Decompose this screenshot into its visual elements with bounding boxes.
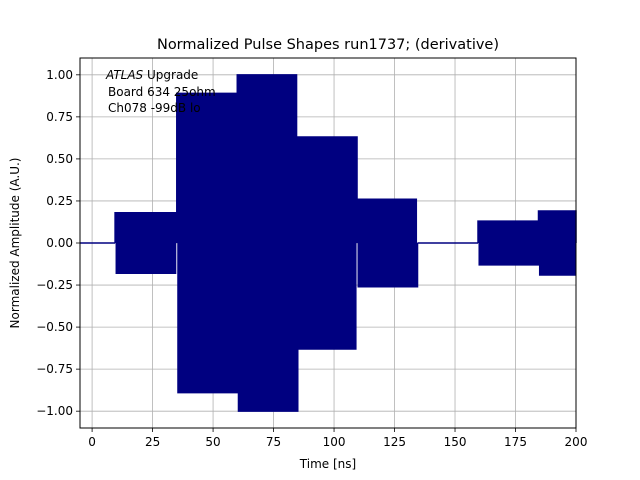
x-tick-label: 50 bbox=[205, 435, 220, 449]
y-tick-label: −0.50 bbox=[36, 320, 73, 334]
series-line-pulse bbox=[80, 74, 577, 412]
y-tick-label: 0.50 bbox=[46, 152, 73, 166]
annotation-line-2: Board 634 25ohm bbox=[108, 85, 216, 99]
x-tick-label: 0 bbox=[88, 435, 96, 449]
annotation-line-3: Ch078 -99dB lo bbox=[108, 101, 201, 115]
x-tick-label: 100 bbox=[323, 435, 346, 449]
x-tick-label: 200 bbox=[565, 435, 588, 449]
x-axis-label: Time [ns] bbox=[299, 457, 356, 471]
y-tick-label: −0.25 bbox=[36, 278, 73, 292]
y-axis-ticks: −1.00 −0.75 −0.50 −0.25 0.00 0.25 0.50 0.75 1.00 bbox=[36, 68, 80, 418]
y-tick-label: 0.75 bbox=[46, 110, 73, 124]
x-tick-label: 175 bbox=[504, 435, 527, 449]
y-tick-label: 0.00 bbox=[46, 236, 73, 250]
x-tick-label: 150 bbox=[444, 435, 467, 449]
y-axis-label: Normalized Amplitude (A.U.) bbox=[8, 158, 22, 329]
x-tick-label: 125 bbox=[383, 435, 406, 449]
plot-area bbox=[80, 74, 577, 412]
annotation-line-1: ATLAS Upgrade bbox=[105, 68, 198, 82]
y-tick-label: −0.75 bbox=[36, 362, 73, 376]
annotation-box: ATLAS Upgrade Board 634 25ohm Ch078 -99d… bbox=[105, 68, 216, 115]
chart-title: Normalized Pulse Shapes run1737; (deriva… bbox=[157, 37, 499, 53]
x-tick-label: 75 bbox=[266, 435, 281, 449]
x-tick-label: 25 bbox=[145, 435, 160, 449]
y-tick-label: −1.00 bbox=[36, 404, 73, 418]
y-tick-label: 1.00 bbox=[46, 68, 73, 82]
y-tick-label: 0.25 bbox=[46, 194, 73, 208]
x-axis-ticks: 0 25 50 75 100 125 150 175 200 bbox=[88, 428, 587, 449]
